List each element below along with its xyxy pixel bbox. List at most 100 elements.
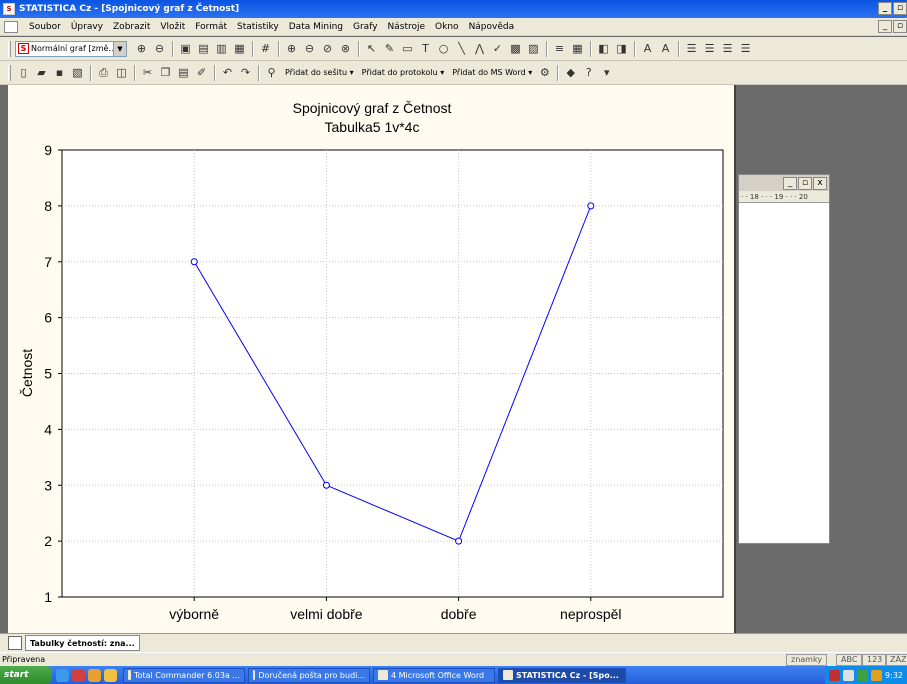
chevron-down-icon[interactable]: ▾ bbox=[603, 66, 610, 79]
statistica-doc-icon[interactable] bbox=[8, 636, 22, 650]
network-icon[interactable] bbox=[857, 669, 869, 681]
save-icon[interactable]: ▪ bbox=[55, 66, 64, 79]
task-total-commander[interactable]: Total Commander 6.03a ... bbox=[123, 667, 245, 683]
doc-restore-button[interactable]: ▫ bbox=[893, 20, 907, 33]
zoom-out-icon[interactable]: ⊖ bbox=[154, 42, 165, 55]
zoom-area-icon[interactable]: ⊘ bbox=[322, 42, 333, 55]
menu-edit[interactable]: Úpravy bbox=[70, 21, 104, 32]
send-back-icon[interactable]: ◨ bbox=[616, 42, 627, 55]
bring-front-icon[interactable]: ◧ bbox=[598, 42, 609, 55]
bg-close-button[interactable]: x bbox=[813, 176, 827, 190]
list-icon[interactable]: ☰ bbox=[722, 42, 733, 55]
font-increase-icon[interactable]: A bbox=[643, 42, 652, 55]
draw-text-icon[interactable]: T bbox=[422, 42, 429, 55]
menu-statistics[interactable]: Statistiky bbox=[237, 21, 279, 32]
toolbar-grip[interactable] bbox=[8, 40, 11, 57]
undo-icon[interactable]: ↶ bbox=[222, 66, 233, 79]
pdf-icon[interactable]: ▧ bbox=[72, 66, 83, 79]
bg-minimize-button[interactable]: _ bbox=[783, 176, 797, 190]
pointer-icon[interactable]: ↖ bbox=[366, 42, 377, 55]
language-icon[interactable] bbox=[829, 669, 841, 681]
data-point[interactable] bbox=[190, 258, 198, 266]
doc-minimize-button[interactable]: _ bbox=[878, 20, 892, 33]
draw-line-icon[interactable]: ╲ bbox=[458, 42, 465, 55]
grid-icon[interactable]: # bbox=[260, 42, 271, 55]
menu-data-mining[interactable]: Data Mining bbox=[288, 21, 343, 32]
tab-frequency-tables[interactable]: Tabulky četností: zna... bbox=[25, 635, 140, 651]
data-point[interactable] bbox=[587, 202, 595, 210]
clock: 9:32 bbox=[885, 670, 903, 680]
window-restore-button[interactable]: ▫ bbox=[893, 2, 907, 15]
zoom-reset-icon[interactable]: ⊗ bbox=[340, 42, 351, 55]
menu-insert[interactable]: Vložit bbox=[160, 21, 186, 32]
options-icon[interactable]: ⚙ bbox=[539, 66, 550, 79]
graph-layout-icon[interactable]: ▤ bbox=[198, 42, 209, 55]
menu-format[interactable]: Formát bbox=[195, 21, 228, 32]
zoom-in-icon[interactable]: ⊕ bbox=[136, 42, 147, 55]
media-icon[interactable] bbox=[72, 668, 85, 682]
background-spreadsheet-window[interactable]: _ ▫ x · · 18 · · · 19 · · · 20 bbox=[738, 174, 830, 544]
menu-graphs[interactable]: Grafy bbox=[353, 21, 378, 32]
ie-icon[interactable] bbox=[56, 668, 69, 682]
print-icon[interactable]: ⎙ bbox=[99, 65, 108, 79]
background-window-titlebar[interactable]: _ ▫ x bbox=[739, 175, 829, 191]
menu-help[interactable]: Nápověda bbox=[468, 21, 515, 32]
menu-file[interactable]: Soubor bbox=[29, 21, 61, 32]
menu-view[interactable]: Zobrazit bbox=[113, 21, 151, 32]
paste-icon[interactable]: ▤ bbox=[178, 66, 189, 79]
desktop-icon[interactable] bbox=[104, 668, 117, 682]
brush-icon[interactable]: ✎ bbox=[384, 42, 395, 55]
font-decrease-icon[interactable]: A bbox=[661, 42, 670, 55]
document-icon[interactable] bbox=[4, 20, 18, 33]
align-icon[interactable]: ≡ bbox=[554, 42, 565, 55]
volume-icon[interactable] bbox=[871, 669, 883, 681]
macro-icon[interactable]: ◆ bbox=[566, 66, 575, 79]
distribute-icon[interactable]: ▦ bbox=[572, 42, 583, 55]
add-to-workbook-button[interactable]: Přidat do sešitu ▾ bbox=[285, 68, 354, 77]
window-minimize-button[interactable]: _ bbox=[878, 2, 892, 15]
task-mail[interactable]: Doručená pošta pro budi... bbox=[248, 667, 370, 683]
draw-polyline-icon[interactable]: ⋀ bbox=[474, 42, 485, 55]
add-to-word-button[interactable]: Přidat do MS Word ▾ bbox=[452, 68, 533, 77]
format-painter-icon[interactable]: ✐ bbox=[196, 66, 207, 79]
list-numbered-icon[interactable]: ☰ bbox=[740, 42, 751, 55]
outdent-icon[interactable]: ☰ bbox=[704, 42, 715, 55]
redo-icon[interactable]: ↷ bbox=[240, 66, 251, 79]
bg-restore-button[interactable]: ▫ bbox=[798, 176, 812, 190]
binoculars-icon[interactable]: ⚲ bbox=[267, 66, 276, 79]
menu-tools[interactable]: Nástroje bbox=[387, 21, 426, 32]
print-preview-icon[interactable]: ◫ bbox=[116, 66, 127, 79]
graph-window-icon[interactable]: ▦ bbox=[234, 42, 245, 55]
statistica-icon bbox=[503, 670, 513, 680]
graph-plot-icon[interactable]: ▥ bbox=[216, 42, 227, 55]
magnify-out-icon[interactable]: ⊖ bbox=[304, 42, 315, 55]
magnify-icon[interactable]: ⊕ bbox=[286, 42, 297, 55]
help-icon[interactable] bbox=[843, 669, 855, 681]
lock-icon[interactable]: ▩ bbox=[510, 42, 521, 55]
draw-freehand-icon[interactable]: ✓ bbox=[492, 42, 503, 55]
add-to-report-button[interactable]: Přidat do protokolu ▾ bbox=[361, 68, 445, 77]
toolbar-grip[interactable] bbox=[8, 64, 11, 81]
menu-window[interactable]: Okno bbox=[435, 21, 459, 32]
chevron-down-icon[interactable]: ▼ bbox=[113, 41, 126, 56]
browser-icon[interactable] bbox=[88, 668, 101, 682]
data-point[interactable] bbox=[322, 481, 330, 489]
unlock-icon[interactable]: ▨ bbox=[528, 42, 539, 55]
graph-window[interactable]: Spojnicový graf z Četnost Tabulka5 1v*4c… bbox=[8, 85, 736, 633]
line-chart[interactable]: Spojnicový graf z Četnost Tabulka5 1v*4c… bbox=[8, 85, 736, 633]
task-statistica[interactable]: STATISTICA Cz - [Spo... bbox=[498, 667, 626, 683]
new-file-icon[interactable]: ▯ bbox=[20, 66, 27, 79]
indent-icon[interactable]: ☰ bbox=[686, 42, 697, 55]
statistica-app-icon[interactable]: S bbox=[3, 3, 15, 15]
data-point[interactable] bbox=[455, 537, 463, 545]
copy-icon[interactable]: ❐ bbox=[160, 66, 171, 79]
draw-rect-icon[interactable]: ▭ bbox=[402, 42, 413, 55]
graph-type-select[interactable]: S Normální graf [změ... ▼ bbox=[15, 40, 127, 57]
help-pointer-icon[interactable]: ? bbox=[585, 66, 592, 79]
draw-ellipse-icon[interactable]: ○ bbox=[438, 42, 449, 55]
graph-options-icon[interactable]: ▣ bbox=[180, 42, 191, 55]
task-word[interactable]: 4 Microsoft Office Word bbox=[373, 667, 495, 683]
start-button[interactable]: start bbox=[0, 666, 52, 684]
cut-icon[interactable]: ✂ bbox=[142, 66, 153, 79]
open-folder-icon[interactable]: ▰ bbox=[37, 66, 46, 79]
